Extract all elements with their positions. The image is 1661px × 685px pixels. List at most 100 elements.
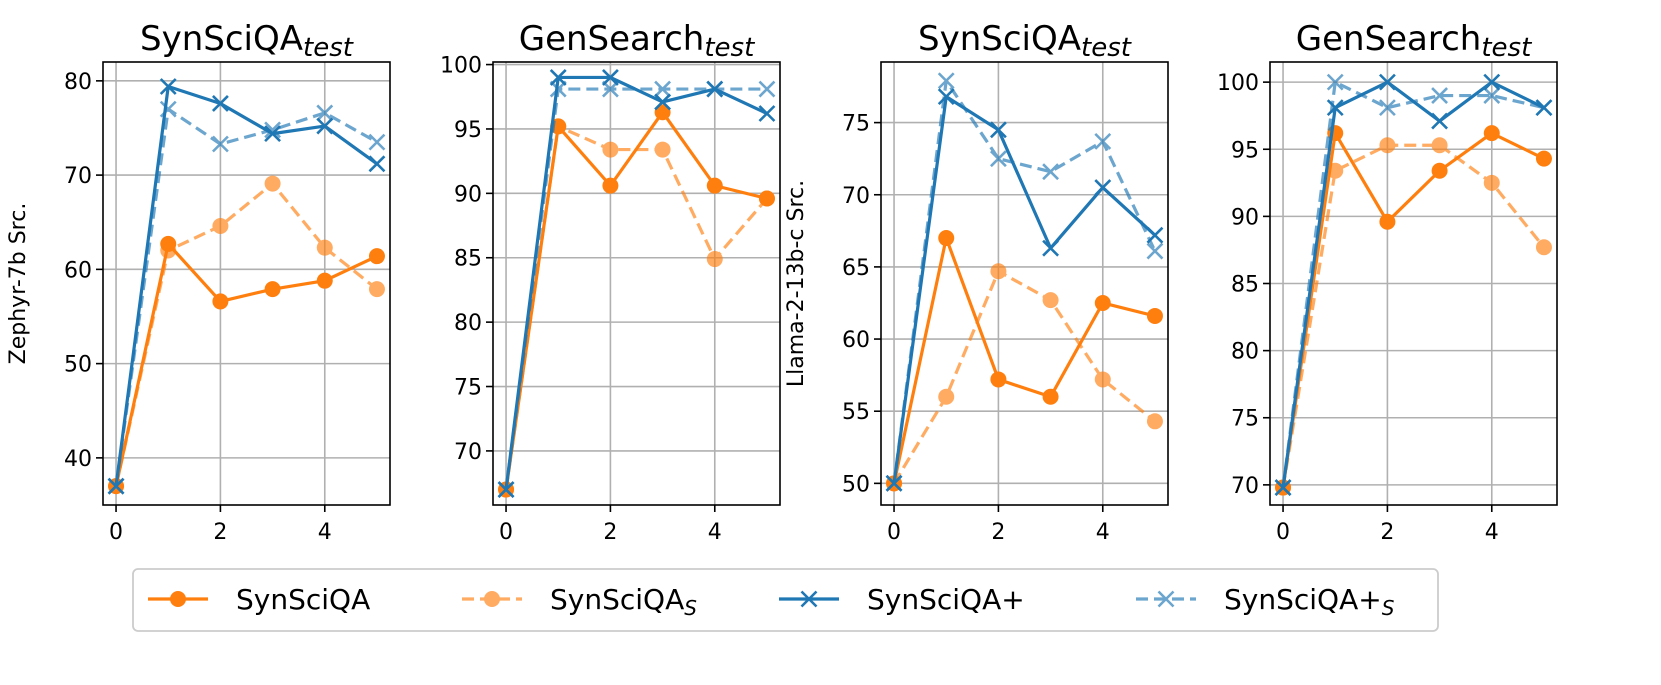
series-synsciqa- [885, 88, 1164, 492]
legend-item-synsciqa-s [1136, 590, 1196, 608]
legend-item-synsciqa- [779, 590, 839, 608]
series-synsciqa-s [107, 100, 386, 495]
x-tick-label: 0 [109, 520, 123, 545]
series-synsciqa- [107, 78, 386, 495]
data-point [1146, 413, 1163, 430]
y-tick-label: 100 [440, 54, 482, 79]
data-point [1327, 162, 1344, 179]
series-line [892, 269, 1156, 485]
y-tick-label: 85 [454, 247, 482, 272]
x-tick-label: 2 [603, 520, 617, 545]
data-point [1274, 479, 1292, 496]
data-point [1042, 388, 1059, 405]
chart-panel-1: 0 2 4 40 50 60 70 80 SynSciQAtest Zephyr-7b Src. [6, 19, 391, 545]
series-line [892, 236, 1156, 484]
data-point [1094, 132, 1112, 150]
x-tick-label: 2 [1380, 520, 1394, 545]
series-line [114, 242, 378, 487]
data-point [159, 100, 177, 118]
y-tick-label: 90 [1231, 205, 1259, 230]
data-point [316, 239, 333, 256]
chart-title: GenSearchtest [519, 19, 755, 63]
series-synsciqa- [497, 69, 776, 498]
data-point [937, 88, 955, 106]
data-point [316, 272, 333, 289]
data-point [758, 190, 775, 207]
data-point [368, 155, 386, 173]
chart-title-main: GenSearch [519, 19, 705, 59]
data-point [758, 105, 776, 122]
data-point [368, 133, 386, 151]
chart-title-main: SynSciQA [918, 19, 1081, 59]
data-point [1431, 87, 1449, 104]
series-line [114, 107, 378, 487]
data-point [1094, 371, 1111, 388]
data-point [1535, 99, 1553, 117]
data-point [264, 125, 282, 143]
data-point [602, 177, 619, 194]
chart-title-subscript: test [704, 33, 755, 63]
data-point [1326, 73, 1344, 91]
data-point [1094, 179, 1112, 196]
chart-title-subscript: test [1081, 33, 1132, 63]
data-point [1431, 162, 1448, 179]
plot-frame [102, 61, 391, 506]
data-point [989, 150, 1007, 168]
data-point [1431, 137, 1448, 154]
y-tick-label: 95 [1231, 138, 1259, 163]
x-tick-label: 0 [1276, 520, 1290, 545]
y-tick-label: 70 [1231, 474, 1259, 499]
legend-item-synsciqa [148, 591, 208, 607]
data-point [211, 135, 229, 153]
data-point [989, 121, 1007, 139]
data-point [885, 474, 903, 492]
chart-panel-4: 0 2 4 70 75 80 85 90 95 100 GenSearchtest [1217, 19, 1558, 545]
data-point [368, 248, 385, 265]
series-synsciqa-s [886, 263, 1163, 492]
y-tick-label: 70 [454, 440, 482, 465]
chart-title: SynSciQAtest [918, 19, 1132, 63]
y-tick-label: 75 [454, 376, 482, 401]
data-point [1146, 242, 1164, 260]
data-point [107, 477, 125, 495]
series-line [1281, 131, 1545, 488]
series-line [114, 84, 378, 487]
series-synsciqa-s [498, 118, 775, 498]
data-point [1146, 307, 1163, 324]
y-tick-label: 70 [842, 184, 870, 209]
data-point [368, 281, 385, 298]
data-point [264, 175, 281, 192]
data-point [549, 80, 567, 98]
x-tick-label: 4 [318, 520, 332, 545]
data-point [497, 481, 515, 498]
chart-title-main: GenSearch [1296, 19, 1482, 59]
legend-label: SynSciQA [236, 583, 370, 616]
y-tick-label: 80 [64, 70, 92, 95]
y-tick-label: 50 [64, 353, 92, 378]
x-tick-label: 4 [708, 520, 722, 545]
y-axis-label: Llama-2-13b-c Src. [784, 180, 809, 387]
y-tick-label: 75 [842, 112, 870, 137]
series-line [504, 75, 768, 490]
data-point [1535, 239, 1552, 256]
chart-panel-2: 0 2 4 70 75 80 85 90 95 100 GenSearchtest [440, 19, 781, 545]
legend-label-subscript: S [1382, 596, 1395, 620]
data-point [706, 251, 723, 268]
legend-label-main: SynSciQA+ [1224, 583, 1382, 616]
data-point [1483, 87, 1501, 104]
x-tick-label: 2 [213, 520, 227, 545]
y-tick-label: 65 [842, 256, 870, 281]
plot-frame [880, 61, 1169, 506]
x-tick-label: 2 [991, 520, 1005, 545]
series-synsciqa [1275, 125, 1552, 496]
data-point [1483, 125, 1500, 142]
data-point [1042, 239, 1060, 257]
data-point [1042, 163, 1060, 181]
series-synsciqa-s [885, 72, 1164, 492]
data-point [1379, 213, 1396, 230]
series-synsciqa [886, 230, 1163, 492]
data-point [212, 218, 229, 235]
series-line [504, 124, 769, 490]
data-point [1431, 112, 1449, 130]
